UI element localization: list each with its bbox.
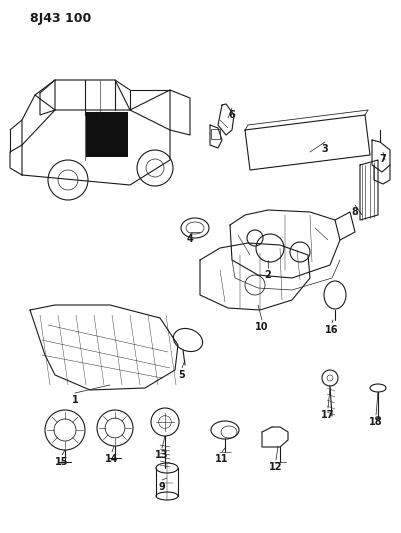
Text: 5: 5 [178,370,185,380]
Text: 16: 16 [325,325,339,335]
Text: 9: 9 [159,482,165,492]
Text: 11: 11 [215,454,229,464]
Text: 8: 8 [352,207,358,217]
Text: 4: 4 [186,234,193,244]
Text: 2: 2 [265,270,271,280]
Bar [211,129,220,139]
Text: 3: 3 [322,144,328,154]
Text: 17: 17 [321,410,335,420]
Text: 6: 6 [229,110,235,120]
Polygon shape [86,112,128,157]
Text: 18: 18 [369,417,383,427]
Text: 7: 7 [380,154,387,164]
Text: 10: 10 [255,322,269,332]
Text: 13: 13 [155,450,169,460]
Text: 1: 1 [72,395,78,405]
Text: 15: 15 [55,457,69,467]
Text: 12: 12 [269,462,283,472]
Text: 14: 14 [105,454,119,464]
Text: 8J43 100: 8J43 100 [30,12,91,25]
